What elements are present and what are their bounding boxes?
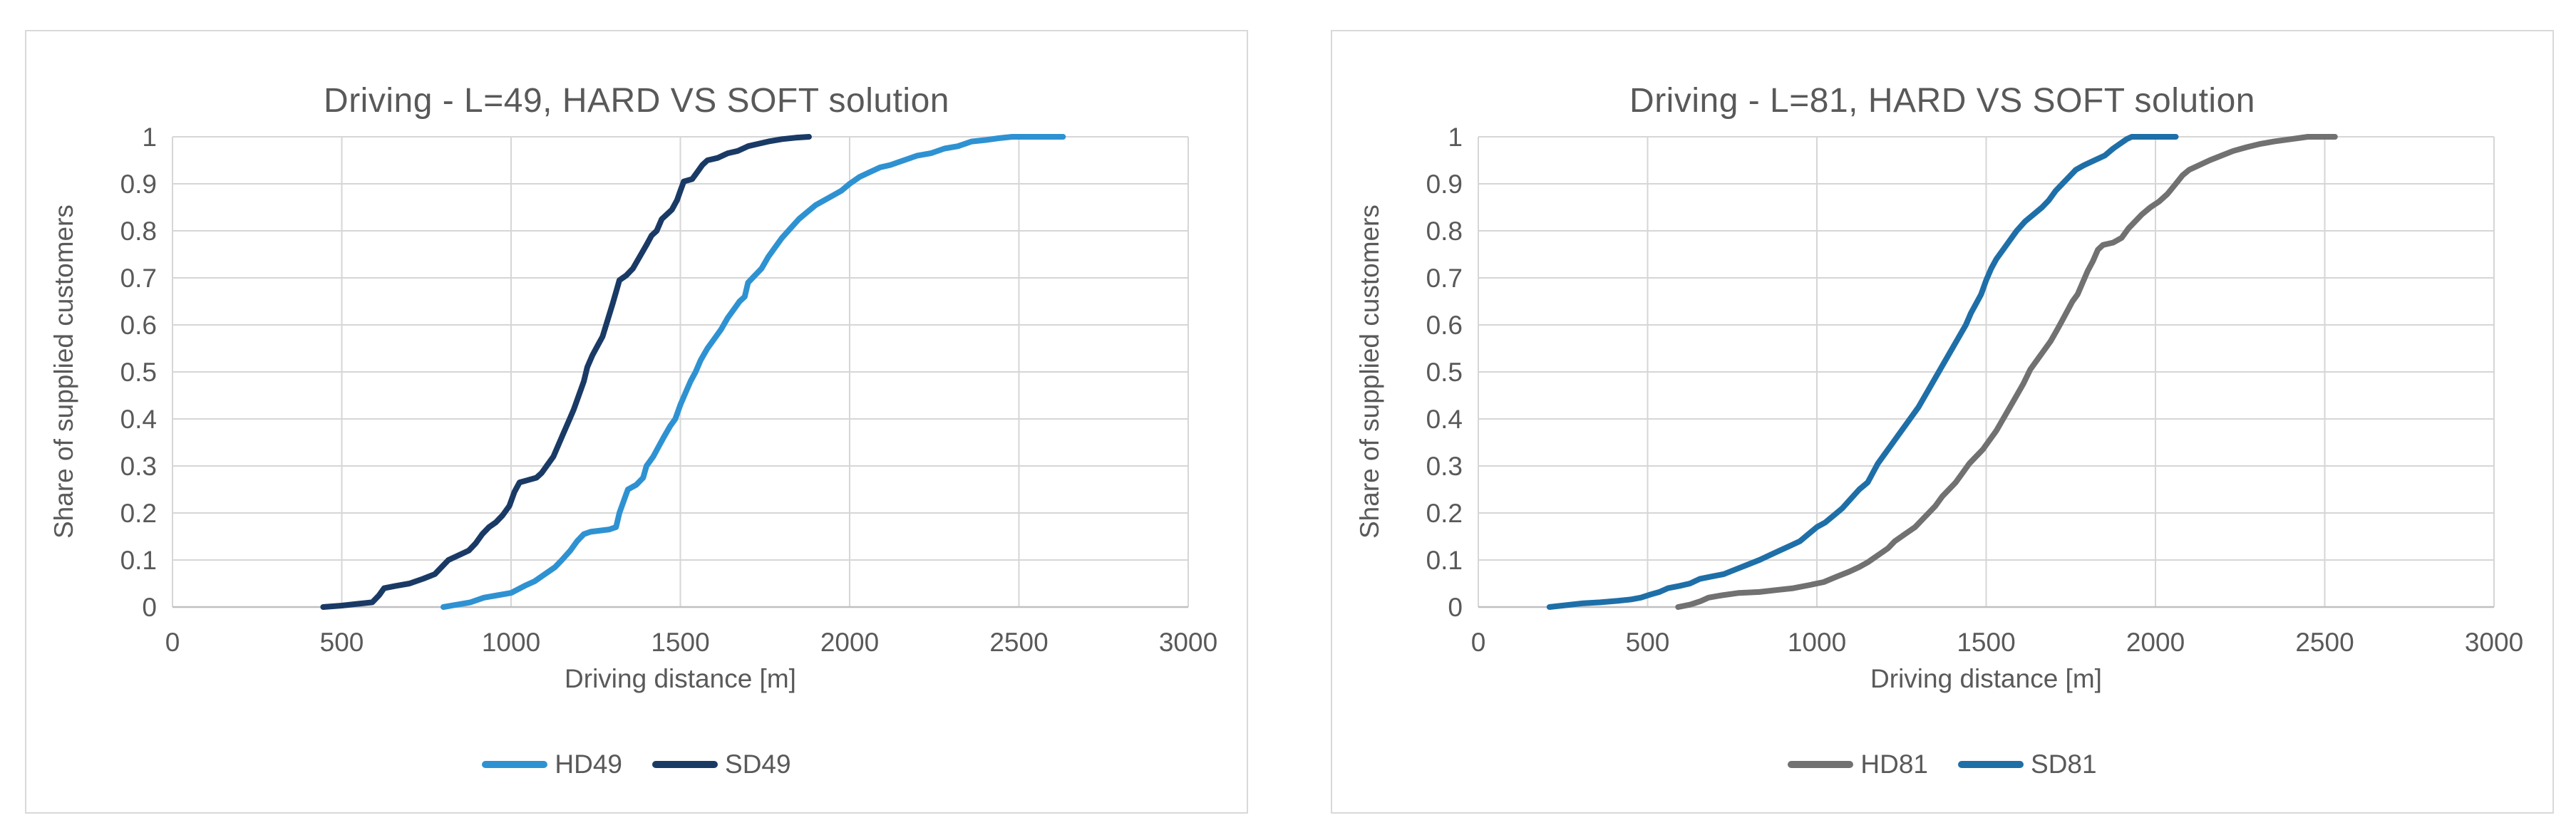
legend: HD81 SD81 (1332, 750, 2552, 779)
svg-text:3000: 3000 (1159, 628, 1217, 657)
svg-text:0: 0 (1448, 593, 1463, 622)
legend-line-swatch (1788, 761, 1854, 768)
svg-text:1: 1 (1448, 123, 1463, 152)
svg-text:1000: 1000 (482, 628, 540, 657)
svg-text:0: 0 (1471, 628, 1486, 657)
svg-text:0.7: 0.7 (1426, 264, 1463, 293)
legend-line-swatch (482, 761, 548, 768)
legend: HD49 SD49 (26, 750, 1247, 779)
svg-text:0: 0 (142, 593, 157, 622)
svg-text:2500: 2500 (989, 628, 1048, 657)
x-axis-title: Driving distance [m] (565, 664, 796, 693)
svg-text:1: 1 (142, 123, 157, 152)
chart-panel-l49: Driving - L=49, HARD VS SOFT solution Sh… (25, 30, 1248, 814)
svg-text:0.6: 0.6 (120, 311, 157, 340)
legend-label: HD49 (555, 750, 623, 779)
legend-label: SD49 (725, 750, 791, 779)
svg-text:3000: 3000 (2465, 628, 2523, 657)
svg-text:0.3: 0.3 (1426, 452, 1463, 481)
svg-text:500: 500 (320, 628, 364, 657)
chart-canvas: 0 0.1 0.2 0.3 0.4 0.5 0.6 0.7 0.8 0.9 1 0 500 1000 150… (1426, 123, 2524, 657)
svg-text:0.3: 0.3 (120, 452, 157, 481)
svg-text:0.1: 0.1 (1426, 546, 1463, 575)
svg-text:0.4: 0.4 (120, 405, 157, 434)
legend-line-swatch (1958, 761, 2024, 768)
svg-text:0.2: 0.2 (1426, 499, 1463, 528)
svg-text:0.8: 0.8 (1426, 217, 1463, 246)
svg-text:0.5: 0.5 (120, 358, 157, 387)
legend-item: SD49 (652, 750, 791, 779)
svg-text:2500: 2500 (2295, 628, 2354, 657)
svg-text:0.2: 0.2 (120, 499, 157, 528)
svg-text:0.1: 0.1 (120, 546, 157, 575)
svg-text:0: 0 (165, 628, 180, 657)
legend-item: SD81 (1958, 750, 2097, 779)
svg-text:0.5: 0.5 (1426, 358, 1463, 387)
svg-text:0.7: 0.7 (120, 264, 157, 293)
chart-panel-l81: Driving - L=81, HARD VS SOFT solution Sh… (1331, 30, 2554, 814)
legend-label: HD81 (1860, 750, 1929, 779)
svg-text:500: 500 (1626, 628, 1670, 657)
legend-line-swatch (652, 761, 718, 768)
svg-text:0.9: 0.9 (1426, 170, 1463, 199)
svg-text:1500: 1500 (651, 628, 709, 657)
svg-text:2000: 2000 (2126, 628, 2185, 657)
chart-title: Driving - L=81, HARD VS SOFT solution (1629, 82, 2255, 120)
svg-text:0.4: 0.4 (1426, 405, 1463, 434)
legend-item: HD49 (482, 750, 622, 779)
legend-label: SD81 (2031, 750, 2097, 779)
svg-text:0.8: 0.8 (120, 217, 157, 246)
chart-title: Driving - L=49, HARD VS SOFT solution (324, 82, 949, 120)
svg-text:1000: 1000 (1788, 628, 1846, 657)
x-axis-title: Driving distance [m] (1870, 664, 2102, 693)
legend-item: HD81 (1788, 750, 1928, 779)
svg-text:1500: 1500 (1957, 628, 2015, 657)
svg-text:0.6: 0.6 (1426, 311, 1463, 340)
svg-text:2000: 2000 (820, 628, 879, 657)
chart-canvas: 0 0.1 0.2 0.3 0.4 0.5 0.6 0.7 0.8 0.9 1 0 500 1000 150… (120, 123, 1218, 657)
svg-text:0.9: 0.9 (120, 170, 157, 199)
